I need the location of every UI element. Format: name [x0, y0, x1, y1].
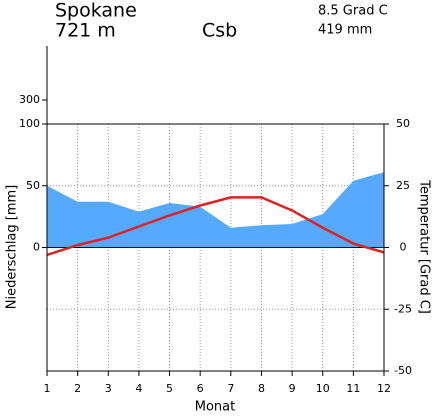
precipitation-area [47, 172, 384, 248]
y-axis-label: Niederschlag [mm] [5, 185, 20, 310]
y2-tick-label: -50 [394, 364, 412, 377]
elevation: 721 m [55, 20, 116, 42]
x-tick-label: 12 [377, 382, 391, 395]
x-tick-label: 3 [105, 382, 112, 395]
x-tick-label: 10 [316, 382, 330, 395]
y-tick-label: 300 [19, 93, 40, 106]
annual-precipitation: 419 mm [318, 23, 372, 38]
climate-class: Csb [202, 20, 237, 42]
x-tick-label: 6 [197, 382, 204, 395]
x-tick-label: 2 [74, 382, 81, 395]
x-axis-label: Monat [195, 400, 235, 415]
temperature-line [46, 196, 385, 257]
x-tick-label: 7 [227, 382, 234, 395]
x-tick-label: 11 [346, 382, 360, 395]
x-tick-label: 9 [289, 382, 296, 395]
x-tick-label: 4 [135, 382, 142, 395]
mean-temperature: 8.5 Grad C [318, 4, 388, 19]
y2-axis-label: Temperatur [Grad C] [417, 179, 432, 314]
x-tick-label: 5 [166, 382, 173, 395]
y-tick-label: 100 [19, 117, 40, 130]
y2-tick-label: 25 [396, 179, 410, 192]
y-tick-label: 50 [26, 179, 40, 192]
x-tick-label: 1 [44, 382, 51, 395]
station: Spokane [55, 0, 137, 22]
x-tick-label: 8 [258, 382, 265, 395]
y2-tick-label: 0 [400, 241, 407, 254]
y2-tick-label: 50 [396, 117, 410, 130]
y2-tick-label: -25 [394, 302, 412, 315]
y-tick-label: 0 [33, 241, 40, 254]
